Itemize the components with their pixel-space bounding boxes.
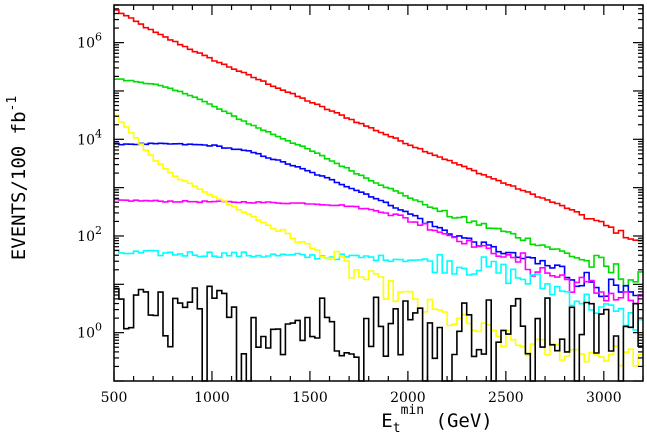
series-line-4 — [114, 249, 643, 331]
series-line-3 — [114, 198, 643, 305]
label-layer: 500 1000 1500 2000 2500 3000 100 102 104 106 — [77, 31, 621, 406]
series-line-1 — [114, 78, 643, 287]
series-layer — [114, 9, 643, 382]
x-axis-label-subscript: t — [393, 421, 401, 436]
x-tick-label: 2000 — [390, 390, 426, 406]
x-tick-label: 1500 — [292, 390, 328, 406]
series-line-6 — [114, 285, 643, 382]
x-tick-label: 3000 — [586, 390, 622, 406]
y-axis-label-superscript: -1 — [5, 96, 20, 112]
series-line-5 — [114, 114, 643, 367]
series-line-0 — [114, 9, 643, 242]
x-tick-label: 500 — [101, 390, 128, 406]
x-axis-label: Etmin (GeV) — [381, 403, 492, 436]
y-axis-label: EVENTS/100 fb-1 — [5, 96, 30, 260]
plot-frame — [113, 4, 644, 382]
y-tick-label: 102 — [77, 224, 102, 245]
series-line-2 — [114, 142, 643, 298]
y-tick-label: 100 — [77, 321, 102, 342]
x-axis-label-superscript: min — [401, 403, 424, 418]
y-tick-label: 104 — [77, 127, 102, 148]
x-tick-label: 1000 — [194, 390, 230, 406]
x-tick-label: 2500 — [488, 390, 524, 406]
tick-layer — [113, 4, 644, 382]
y-tick-label: 106 — [77, 31, 102, 52]
